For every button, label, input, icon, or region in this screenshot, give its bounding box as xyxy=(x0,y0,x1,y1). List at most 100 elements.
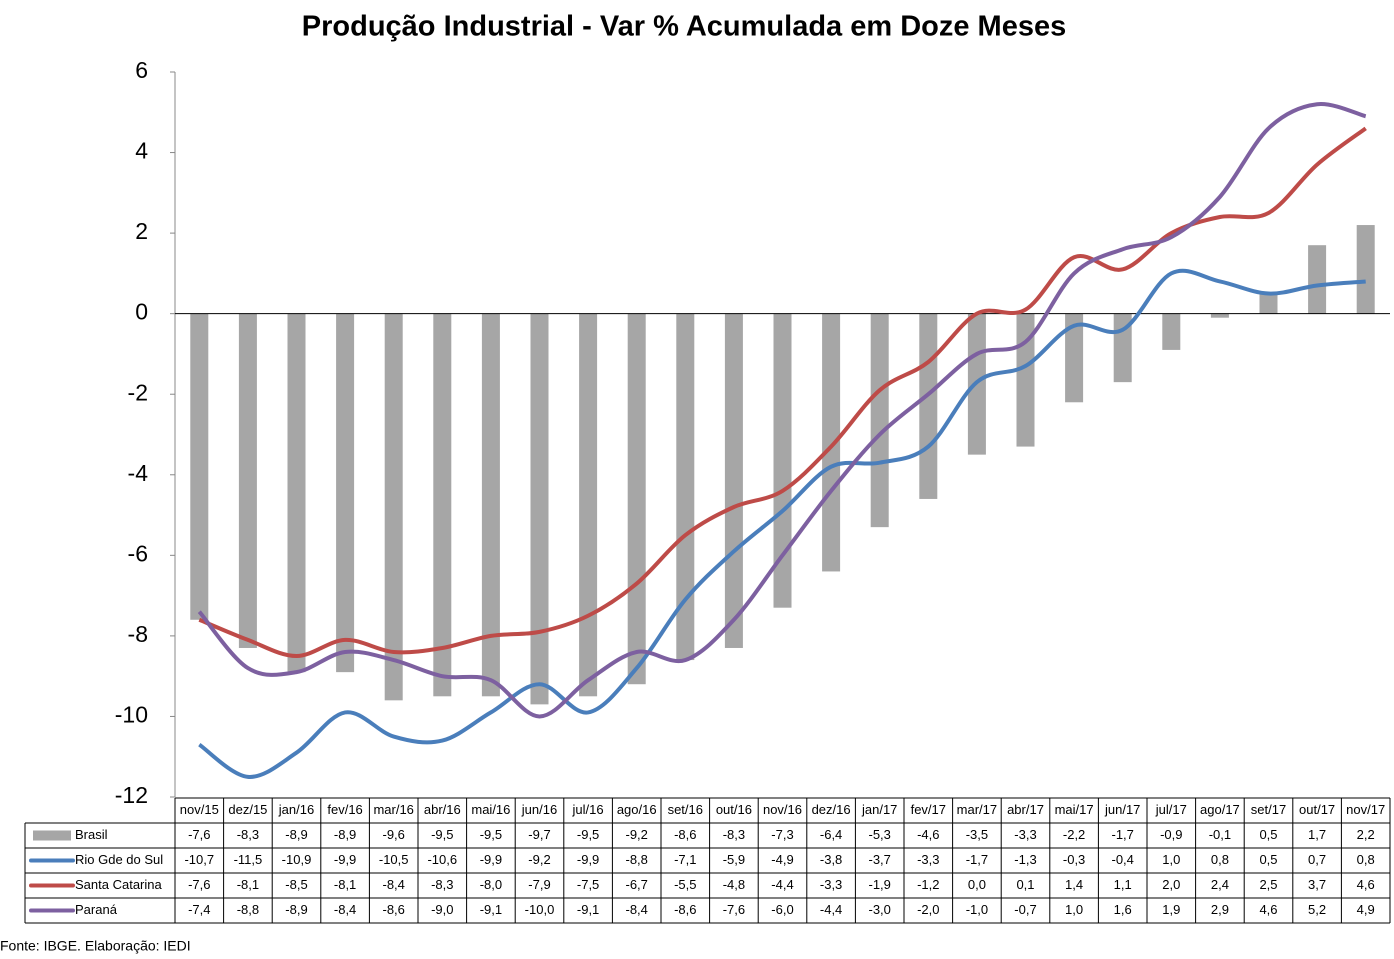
bar xyxy=(822,313,841,572)
x-tick-label: jun/17 xyxy=(1104,802,1140,817)
table-value: 4,6 xyxy=(1357,877,1375,892)
x-tick-label: fev/17 xyxy=(911,802,946,817)
table-value: -6,4 xyxy=(820,827,842,842)
x-tick-label: abr/16 xyxy=(424,802,461,817)
table-value: -8,3 xyxy=(723,827,745,842)
series-line xyxy=(198,268,1366,779)
table-value: -8,3 xyxy=(431,877,453,892)
table-value: 0,7 xyxy=(1308,852,1326,867)
bar xyxy=(287,313,306,673)
table-value: 1,4 xyxy=(1065,877,1083,892)
table-value: -7,3 xyxy=(771,827,793,842)
x-tick-label: dez/16 xyxy=(812,802,851,817)
table-value: -9,5 xyxy=(431,827,453,842)
table-value: -4,6 xyxy=(917,827,939,842)
bar xyxy=(1065,313,1084,403)
table-value: -9,9 xyxy=(334,852,356,867)
bar xyxy=(190,313,209,620)
y-tick-label: 2 xyxy=(135,218,148,244)
table-value: -6,7 xyxy=(625,877,647,892)
table-value: -3,8 xyxy=(820,852,842,867)
bar xyxy=(481,313,500,697)
bar xyxy=(627,313,646,685)
table-value: -3,0 xyxy=(868,902,890,917)
table-value: -8,9 xyxy=(285,902,307,917)
table-value: -8,4 xyxy=(382,877,404,892)
x-tick-label: jun/16 xyxy=(521,802,557,817)
table-value: -0,4 xyxy=(1111,852,1133,867)
table-value: -3,7 xyxy=(868,852,890,867)
table-value: -7,9 xyxy=(528,877,550,892)
table-value: -8,1 xyxy=(334,877,356,892)
table-value: 1,1 xyxy=(1114,877,1132,892)
table-value: 0,5 xyxy=(1259,827,1277,842)
y-tick-label: -10 xyxy=(115,702,148,728)
table-value: -9,9 xyxy=(480,852,502,867)
table-value: -8,1 xyxy=(237,877,259,892)
table-value: -1,9 xyxy=(868,877,890,892)
table-value: -8,5 xyxy=(285,877,307,892)
table-value: 1,0 xyxy=(1162,852,1180,867)
table-value: 0,1 xyxy=(1016,877,1034,892)
table-value: 1,0 xyxy=(1065,902,1083,917)
table-value: -9,6 xyxy=(382,827,404,842)
y-tick-label: -8 xyxy=(128,621,148,647)
x-tick-label: ago/16 xyxy=(617,802,657,817)
series-line xyxy=(198,126,1367,659)
bar xyxy=(1162,313,1181,350)
table-value: -9,5 xyxy=(480,827,502,842)
x-tick-label: fev/16 xyxy=(327,802,362,817)
x-tick-label: jan/16 xyxy=(278,802,314,817)
table-value: 2,5 xyxy=(1259,877,1277,892)
table-value: -8,0 xyxy=(480,877,502,892)
table-value: -1,2 xyxy=(917,877,939,892)
table-value: -4,4 xyxy=(771,877,793,892)
table-value: -1,0 xyxy=(966,902,988,917)
table-value: -5,5 xyxy=(674,877,696,892)
table-value: -3,3 xyxy=(1014,827,1036,842)
table-value: -8,9 xyxy=(285,827,307,842)
table-value: -3,5 xyxy=(966,827,988,842)
table-value: -0,3 xyxy=(1063,852,1085,867)
table-value: 0,8 xyxy=(1357,852,1375,867)
table-value: -8,6 xyxy=(674,902,696,917)
legend-swatch xyxy=(33,830,71,841)
table-value: -9,0 xyxy=(431,902,453,917)
table-value: 2,0 xyxy=(1162,877,1180,892)
legend-label: Rio Gde do Sul xyxy=(75,852,163,867)
bar xyxy=(1259,293,1278,314)
bar xyxy=(1210,313,1229,318)
table-value: 2,9 xyxy=(1211,902,1229,917)
bar xyxy=(870,313,889,528)
table-value: -8,8 xyxy=(237,902,259,917)
table-value: -9,2 xyxy=(528,852,550,867)
x-tick-label: nov/16 xyxy=(763,802,802,817)
table-value: 1,9 xyxy=(1162,902,1180,917)
table-value: 1,7 xyxy=(1308,827,1326,842)
x-tick-label: set/16 xyxy=(668,802,703,817)
bar xyxy=(579,313,598,697)
table-value: -6,0 xyxy=(771,902,793,917)
chart-title: Produção Industrial - Var % Acumulada em… xyxy=(302,11,1066,43)
table-value: -8,6 xyxy=(382,902,404,917)
series-line xyxy=(197,102,1367,719)
table-value: 3,7 xyxy=(1308,877,1326,892)
table-value: -4,9 xyxy=(771,852,793,867)
x-tick-label: mai/16 xyxy=(471,802,510,817)
table-value: -10,9 xyxy=(282,852,312,867)
table-value: -9,1 xyxy=(577,902,599,917)
table-value: -5,3 xyxy=(868,827,890,842)
bar xyxy=(238,313,257,648)
table-value: -9,1 xyxy=(480,902,502,917)
x-tick-label: ago/17 xyxy=(1200,802,1240,817)
bar xyxy=(773,313,792,608)
bar xyxy=(530,313,549,705)
table-value: -11,5 xyxy=(234,852,263,867)
legend-label: Brasil xyxy=(75,827,108,842)
legend-label: Santa Catarina xyxy=(75,877,162,892)
table-value: -7,4 xyxy=(188,902,210,917)
table-value: -1,7 xyxy=(966,852,988,867)
table-value: -0,9 xyxy=(1160,827,1182,842)
table-value: -8,6 xyxy=(674,827,696,842)
